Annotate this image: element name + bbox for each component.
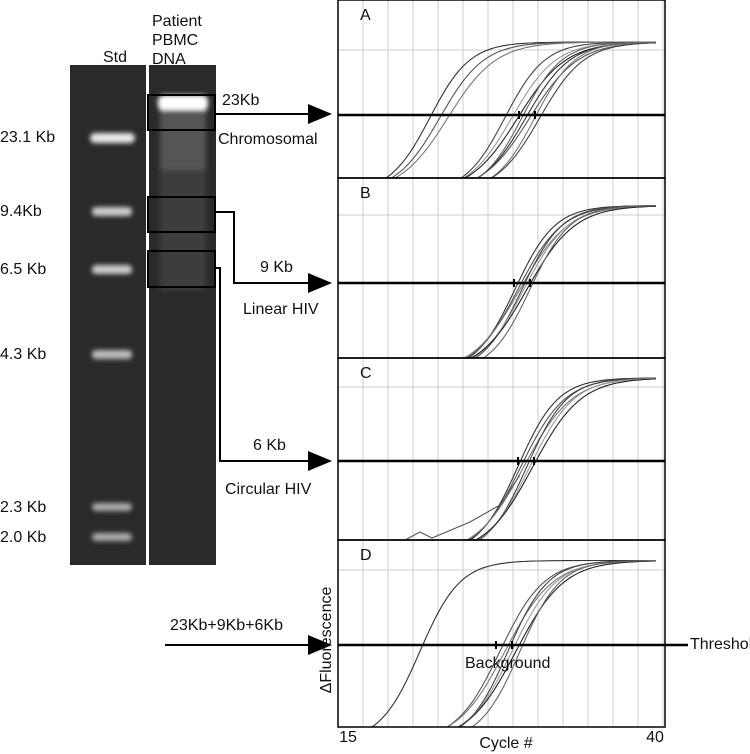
amplification-curve <box>482 205 657 358</box>
error-bar <box>517 457 535 465</box>
amplification-curve <box>476 377 657 540</box>
x-axis-end: 40 <box>646 729 664 746</box>
panel-label: B <box>360 185 371 202</box>
amplification-curve <box>457 560 657 727</box>
amplification-curve <box>471 205 657 358</box>
panel-frame <box>337 539 666 728</box>
amplification-curve <box>463 41 656 178</box>
amplification-curve <box>476 41 657 178</box>
curves <box>404 377 657 540</box>
amplification-curve <box>476 41 656 178</box>
connectors <box>165 104 332 655</box>
lane-label: Patient <box>152 13 202 30</box>
size-marker: 2.3 Kb <box>0 499 46 516</box>
panel-label: A <box>360 7 371 24</box>
amplification-curve <box>370 559 656 727</box>
amplification-curve <box>467 205 657 358</box>
amplification-curve <box>465 205 657 358</box>
threshold-label: Threshold <box>690 636 750 653</box>
fraction-size: 23Kb <box>222 92 259 109</box>
amplification-curve <box>459 41 656 178</box>
amplification-curve <box>458 560 656 727</box>
error-bar <box>518 111 536 119</box>
x-axis-label: Cycle # <box>479 735 532 752</box>
amplification-curve <box>475 42 657 178</box>
amplification-curve <box>489 41 656 178</box>
error-bar <box>495 641 513 649</box>
lane-label: DNA <box>152 51 186 68</box>
panel: D <box>337 539 688 728</box>
panel-label: D <box>360 547 372 564</box>
fraction-size: 9 Kb <box>260 259 293 276</box>
amplification-curve <box>390 41 656 178</box>
size-marker: 6.5 Kb <box>0 261 46 278</box>
amplification-curve <box>467 377 657 540</box>
panel-frame <box>337 177 666 359</box>
amplification-curve <box>474 205 656 358</box>
fraction-label: Chromosomal <box>218 131 318 148</box>
lane-label: PBMC <box>152 32 198 49</box>
curves <box>384 41 657 178</box>
amplification-curve <box>474 378 657 540</box>
size-marker: 9.4Kb <box>0 203 42 220</box>
size-marker: 4.3 Kb <box>0 346 46 363</box>
panel: C <box>337 357 666 541</box>
gel <box>70 65 216 565</box>
x-axis-start: 15 <box>339 729 357 746</box>
fraction-label: Circular HIV <box>225 481 312 498</box>
amplification-curve <box>465 377 657 540</box>
curves <box>463 205 657 358</box>
error-bar <box>513 279 531 287</box>
size-marker: 23.1 Kb <box>0 129 55 146</box>
amplification-curve <box>384 41 656 178</box>
fraction-label: Linear HIV <box>243 301 319 318</box>
lane-label: Std <box>103 49 127 66</box>
amplification-curve <box>469 377 656 540</box>
amplification-curve <box>478 377 656 540</box>
size-marker: 2.0 Kb <box>0 529 46 546</box>
amplification-curve <box>490 42 657 178</box>
y-axis-label: ΔFluorescence <box>318 587 335 694</box>
amplification-curve <box>462 41 656 178</box>
panel: A <box>337 0 666 179</box>
amplification-plots: A B C D <box>337 0 688 728</box>
panel-frame <box>337 357 666 541</box>
panel-label: C <box>360 365 372 382</box>
amplification-curve <box>463 205 656 358</box>
amplification-curve <box>404 474 521 540</box>
curves <box>370 559 657 727</box>
panel-frame <box>337 0 666 179</box>
fraction-size: 6 Kb <box>253 437 286 454</box>
panel: B <box>337 177 666 359</box>
background-label: Background <box>465 655 550 672</box>
amplification-curve <box>470 205 657 358</box>
combined-label: 23Kb+9Kb+6Kb <box>170 617 283 634</box>
amplification-curve <box>470 560 656 727</box>
amplification-curve <box>393 41 656 178</box>
